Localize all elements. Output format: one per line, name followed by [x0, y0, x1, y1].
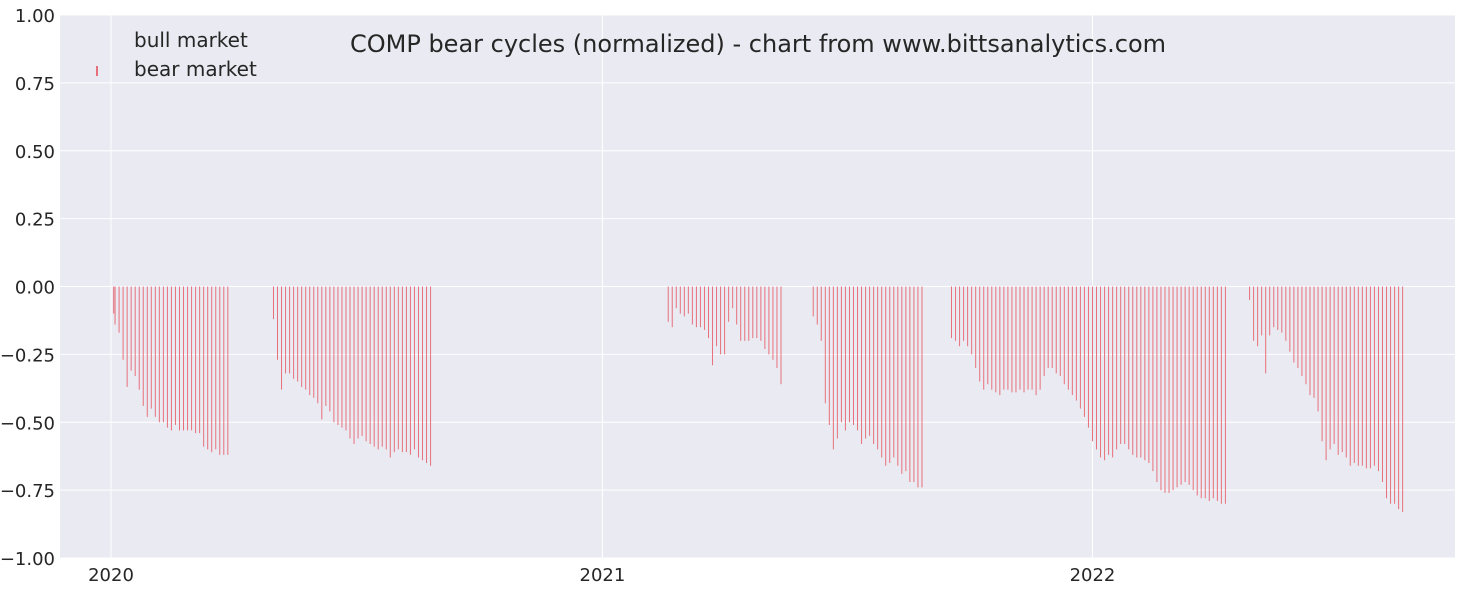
- x-axis-ticks: 2020 2021 2022: [88, 565, 1115, 586]
- x-tick-label: 2020: [88, 565, 134, 586]
- gridlines: [60, 14, 1455, 559]
- y-tick-label: 1.00: [15, 6, 55, 27]
- legend: bull market bear market: [96, 28, 257, 81]
- legend-bear-label: bear market: [134, 57, 257, 81]
- y-tick-label: −1.00: [0, 549, 55, 570]
- y-tick-label: 0.50: [15, 142, 55, 163]
- x-tick-label: 2021: [580, 565, 626, 586]
- legend-bull-label: bull market: [134, 28, 248, 52]
- y-tick-label: 0.25: [15, 210, 55, 231]
- y-axis-ticks: 1.00 0.75 0.50 0.25 0.00 −0.25 −0.50 −0.75 −1.00: [0, 6, 55, 570]
- y-tick-label: 0.75: [15, 74, 55, 95]
- y-tick-label: −0.50: [0, 413, 55, 434]
- x-tick-label: 2022: [1070, 565, 1116, 586]
- chart-title: COMP bear cycles (normalized) - chart fr…: [350, 30, 1166, 58]
- y-tick-label: −0.75: [0, 481, 55, 502]
- bear-market-bars: [113, 286, 1404, 512]
- y-tick-label: 0.00: [15, 278, 55, 299]
- y-tick-label: −0.25: [0, 345, 55, 366]
